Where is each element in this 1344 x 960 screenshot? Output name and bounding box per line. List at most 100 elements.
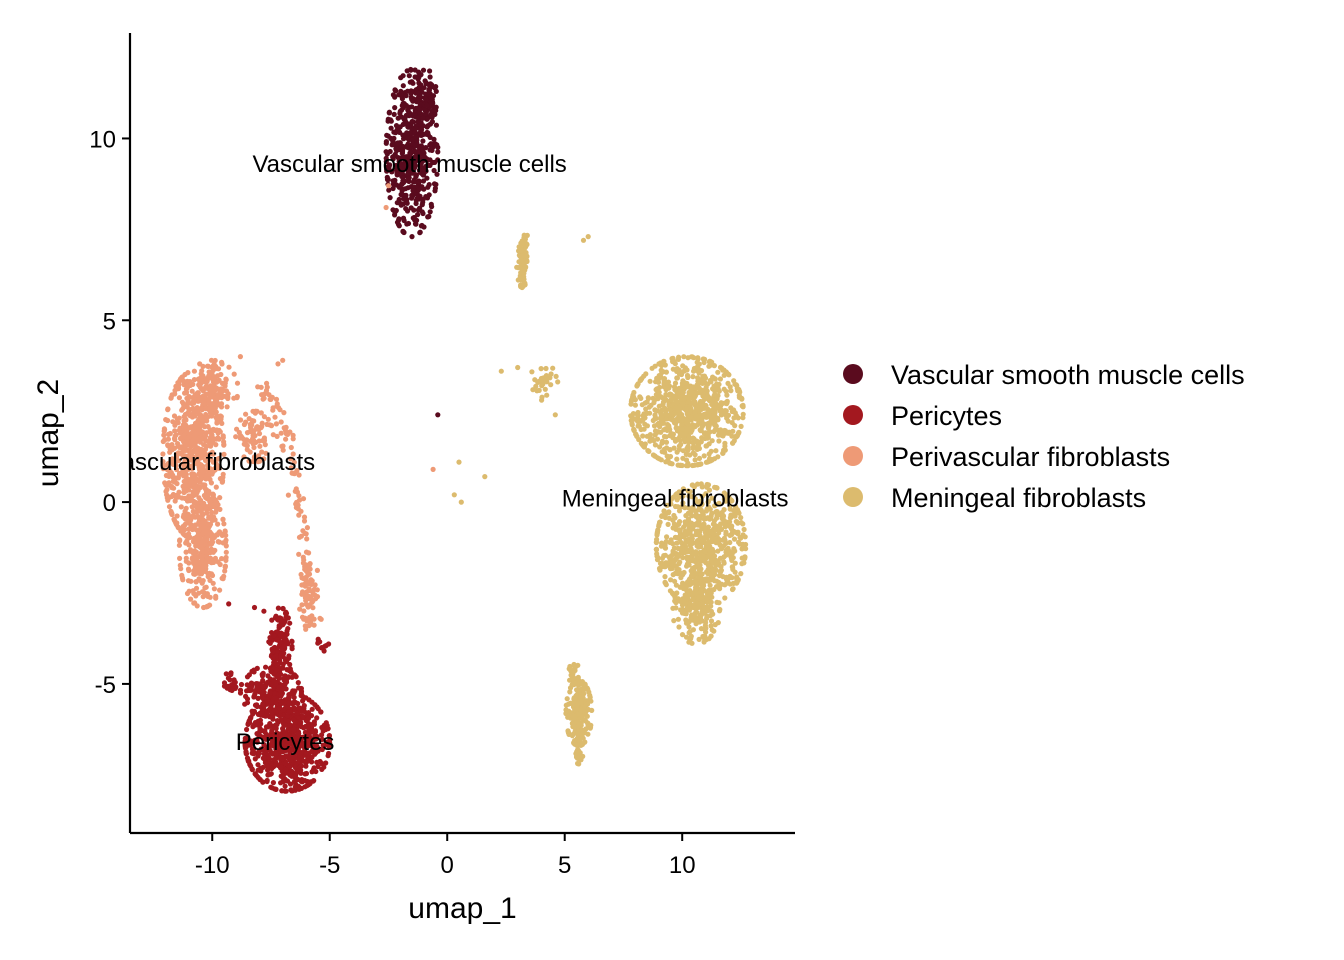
- data-point: [696, 541, 702, 548]
- data-point: [688, 429, 694, 435]
- data-point: [732, 381, 738, 387]
- data-point: [297, 718, 303, 724]
- data-point: [721, 507, 727, 513]
- data-point: [260, 701, 266, 707]
- data-point: [654, 375, 660, 381]
- data-point: [175, 441, 181, 447]
- data-point: [256, 732, 262, 738]
- data-point: [267, 690, 273, 696]
- data-point: [416, 179, 422, 185]
- data-point: [396, 92, 402, 98]
- data-point: [287, 667, 293, 673]
- data-point: [694, 481, 701, 487]
- data-point: [421, 224, 427, 230]
- data-point: [220, 516, 226, 523]
- data-point: [740, 532, 746, 538]
- data-point: [674, 366, 680, 372]
- data-point: [181, 487, 187, 493]
- data-point: [308, 595, 314, 601]
- data-point: [659, 438, 666, 444]
- data-point: [216, 530, 222, 536]
- data-point: [210, 548, 217, 554]
- data-point: [705, 406, 711, 412]
- data-point: [202, 446, 208, 453]
- data-point: [684, 561, 691, 567]
- data-point: [690, 504, 696, 510]
- data-point: [191, 407, 197, 413]
- data-point: [710, 374, 716, 380]
- data-point: [191, 600, 197, 606]
- data-point: [314, 567, 320, 574]
- data-point: [694, 359, 700, 365]
- data-point: [419, 202, 425, 208]
- data-point: [210, 494, 216, 500]
- data-point: [677, 414, 683, 421]
- data-point: [231, 371, 237, 377]
- data-point: [702, 633, 708, 639]
- data-point: [196, 398, 203, 404]
- data-point: [638, 426, 644, 433]
- data-point: [218, 401, 225, 407]
- data-point: [259, 449, 265, 455]
- data-point: [690, 482, 696, 488]
- data-point: [205, 521, 211, 527]
- data-point: [663, 539, 669, 545]
- data-point: [278, 419, 284, 425]
- data-point: [714, 515, 720, 521]
- data-point: [260, 683, 266, 689]
- data-point: [257, 443, 263, 449]
- data-point: [170, 472, 176, 478]
- data-point: [413, 200, 419, 207]
- data-point: [667, 447, 673, 453]
- data-point: [219, 386, 225, 392]
- data-point: [199, 589, 206, 595]
- data-point: [169, 510, 175, 517]
- data-point: [250, 408, 256, 414]
- data-point: [424, 102, 430, 108]
- data-point: [683, 451, 689, 457]
- data-point: [524, 253, 530, 259]
- data-point: [180, 422, 186, 428]
- data-point: [175, 380, 181, 386]
- data-point: [201, 398, 207, 404]
- data-point: [652, 453, 658, 459]
- data-point: [729, 564, 735, 570]
- data-point: [215, 521, 221, 527]
- data-point: [292, 672, 298, 678]
- data-point: [299, 602, 305, 608]
- data-point: [708, 618, 715, 624]
- data-point: [688, 538, 695, 545]
- data-point: [696, 567, 702, 573]
- data-point: [287, 751, 293, 757]
- data-point: [262, 713, 269, 719]
- data-point: [420, 210, 426, 217]
- data-point: [213, 509, 219, 515]
- data-point: [204, 559, 210, 565]
- data-point: [393, 123, 400, 129]
- data-point: [266, 754, 272, 760]
- data-point: [296, 786, 302, 792]
- data-point: [385, 183, 392, 189]
- data-point: [680, 448, 686, 454]
- data-point: [222, 528, 228, 534]
- data-point: [283, 436, 289, 442]
- data-point: [573, 751, 579, 757]
- data-point: [292, 784, 298, 790]
- data-point: [260, 779, 266, 785]
- data-point: [200, 393, 206, 399]
- data-point: [181, 414, 187, 420]
- data-point: [717, 526, 723, 532]
- data-point: [701, 604, 707, 610]
- data-point: [717, 364, 724, 370]
- data-point: [202, 482, 208, 488]
- data-point: [274, 637, 280, 643]
- data-point: [203, 437, 209, 444]
- data-point: [731, 546, 737, 552]
- data-point: [219, 556, 225, 562]
- data-point: [575, 724, 581, 730]
- data-point: [686, 547, 692, 553]
- data-point: [706, 411, 712, 417]
- data-point: [674, 540, 680, 546]
- data-point: [405, 220, 412, 227]
- data-point: [398, 166, 404, 172]
